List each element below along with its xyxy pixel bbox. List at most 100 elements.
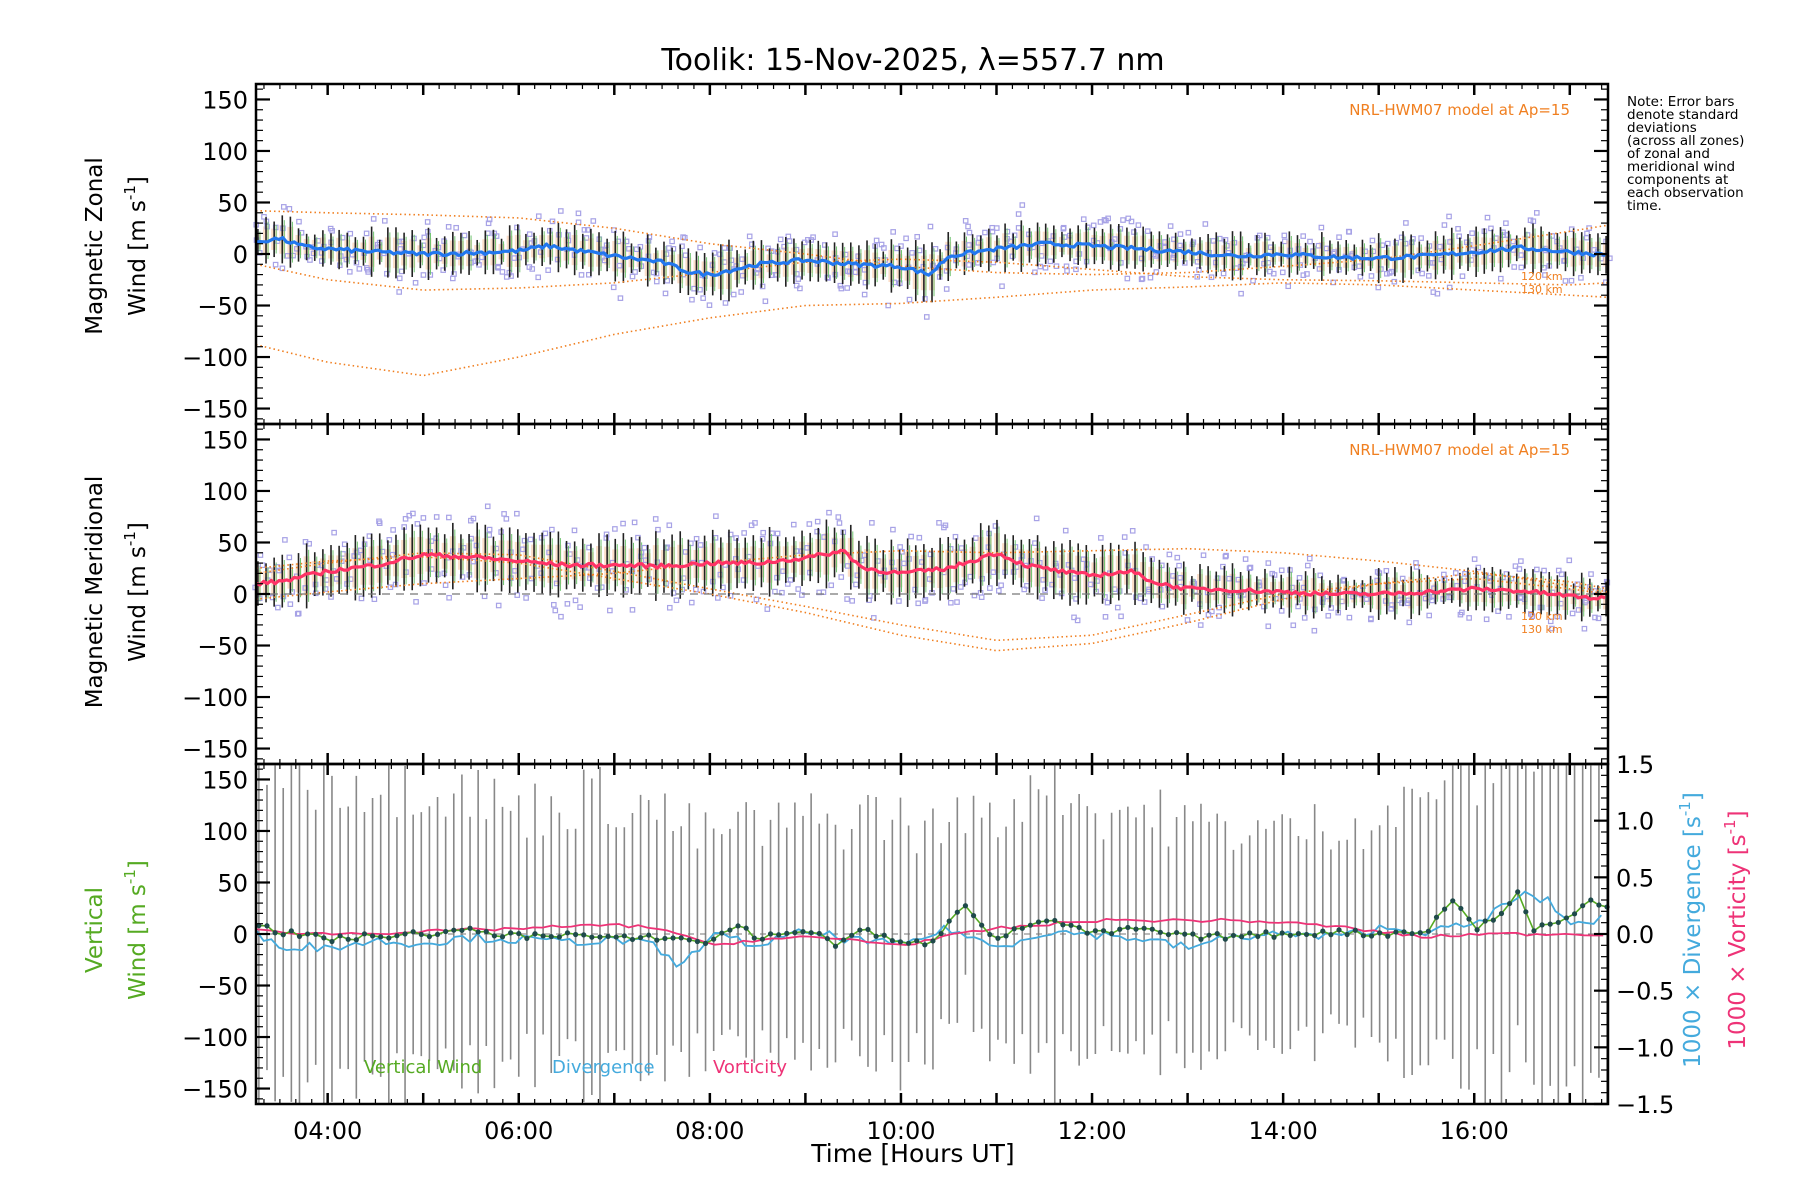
zone-point (1076, 251, 1083, 257)
note-line: (across all zones) (1627, 133, 1745, 149)
vertical-wind-point (1052, 917, 1058, 924)
zone-point (1415, 267, 1422, 274)
zone-point (361, 541, 368, 547)
vertical-wind-point (483, 928, 489, 935)
zone-point (1516, 566, 1523, 572)
zone-point (629, 607, 636, 613)
zone-point (564, 601, 571, 607)
zone-point (1315, 242, 1322, 249)
zone-point (1459, 273, 1466, 280)
zone-point (1039, 595, 1045, 601)
zone-point (583, 235, 590, 241)
vertical-wind-point (1458, 905, 1464, 912)
note-line: of zonal and (1627, 146, 1710, 162)
zone-point (805, 237, 811, 243)
zone-point (1265, 623, 1272, 630)
vertical-wind-point (719, 930, 725, 936)
zone-point (484, 503, 491, 510)
zone-point (655, 526, 661, 533)
y2-tick-label: −1.5 (1616, 1091, 1674, 1119)
zone-point (844, 596, 850, 602)
y-tick-label: 0 (233, 581, 248, 609)
zone-point (1452, 570, 1459, 576)
vertical-wind-point (1523, 909, 1529, 915)
note-line: each observation (1627, 185, 1744, 201)
zone-point (276, 567, 282, 574)
zone-point (1511, 264, 1518, 270)
zone-point (836, 520, 843, 526)
zone-point (1363, 596, 1370, 602)
zone-point (387, 584, 394, 591)
zone-point (1149, 556, 1155, 562)
zone-point (620, 520, 626, 527)
zone-point (772, 588, 778, 595)
zone-point (1495, 608, 1501, 615)
meridional-wind-panel: −150 −100 −50 0 50 100 150 NRL-HWM07 model at A… (182, 422, 1611, 766)
vorticity-ylabel-sup: -1 (1721, 819, 1739, 834)
zone-point (558, 613, 564, 620)
meridional-ylabel-unit: Wind [m s (125, 546, 151, 662)
zonal-ylabel-line1: Magnetic Zonal (82, 157, 108, 335)
zone-point (396, 289, 402, 295)
zone-point (1547, 618, 1554, 625)
vertical-wind-point (426, 933, 433, 940)
zone-point (712, 534, 719, 541)
vertical-wind-point (499, 934, 506, 940)
vertical-wind-point (694, 938, 701, 945)
zone-point (697, 244, 703, 251)
zone-point (1398, 234, 1405, 241)
zone-point (280, 204, 287, 210)
y-tick-label: 0 (233, 241, 248, 269)
zone-point (1220, 270, 1227, 277)
zone-point (1176, 562, 1182, 569)
zone-point (1223, 552, 1229, 559)
vertical-wind-point (1279, 930, 1285, 936)
zone-point (638, 553, 644, 560)
zone-point (264, 223, 270, 230)
zone-point (838, 574, 845, 580)
vertical-wind-point (394, 933, 400, 939)
y-tick-label: −50 (197, 633, 248, 661)
zone-point (962, 218, 969, 224)
zone-point (1385, 583, 1391, 589)
zone-point (1591, 247, 1597, 253)
vertical-wind-point (1230, 932, 1237, 939)
zone-point (1300, 272, 1307, 279)
zone-point (572, 597, 579, 604)
x-tick-label: 10:00 (866, 1117, 935, 1145)
vertical-wind-point (378, 934, 384, 940)
zone-point (1336, 266, 1342, 273)
vertical-ylabel-sup: -1 (121, 869, 139, 884)
vertical-wind-point (1182, 931, 1188, 937)
zone-point (1112, 236, 1118, 242)
vertical-wind-point (345, 936, 351, 942)
vertical-wind-point (970, 913, 977, 919)
vertical-wind-point (1044, 918, 1050, 924)
zone-point (296, 218, 302, 225)
zone-point (413, 599, 419, 605)
zone-point (612, 526, 618, 532)
zone-point (493, 233, 500, 239)
model-height-label: 120 km (1521, 610, 1563, 623)
zone-point (631, 519, 638, 526)
zone-point (978, 594, 985, 600)
vertical-wind-point (296, 933, 303, 939)
vertical-wind-point (1165, 931, 1172, 938)
zone-point (1222, 237, 1229, 243)
zone-point (1129, 528, 1136, 534)
zone-point (878, 241, 885, 248)
y-tick-label: 100 (202, 818, 248, 846)
vertical-wind-point (938, 930, 944, 937)
vertical-wind-point (865, 926, 871, 933)
zone-point (470, 558, 477, 565)
y-tick-label: 50 (217, 189, 248, 217)
divergence-line (255, 890, 1602, 968)
zone-point (629, 273, 636, 280)
zone-point (760, 529, 766, 536)
zone-point (339, 234, 346, 241)
vertical-wind-point (1149, 926, 1155, 932)
zone-point (1261, 603, 1267, 610)
zone-point (1336, 234, 1342, 240)
zone-point (1588, 571, 1594, 577)
